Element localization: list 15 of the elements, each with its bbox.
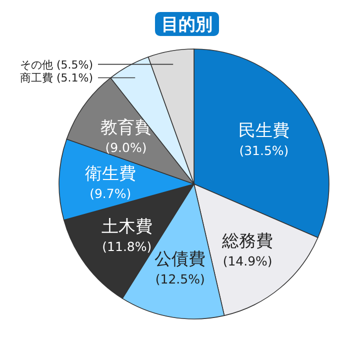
data-label: (11.8%): [102, 239, 152, 254]
slice-label: 商工費 (5.1%): [20, 72, 93, 85]
title: 目的別: [155, 12, 219, 36]
slice-label: 土木費: [101, 217, 152, 238]
chart-title: 目的別: [162, 15, 212, 35]
slice-label: その他 (5.5%): [20, 58, 93, 72]
data-label: (31.5%): [239, 143, 289, 158]
slice-label: 公債費: [154, 250, 206, 270]
slice-label: 民生費: [238, 121, 290, 142]
slice-label: 総務費: [221, 231, 274, 252]
data-label: (9.0%): [105, 140, 147, 156]
data-label: (12.5%): [155, 272, 205, 287]
data-label: (14.9%): [222, 253, 272, 268]
data-label: (9.7%): [90, 186, 132, 202]
slice-label: 衛生費: [84, 164, 136, 184]
